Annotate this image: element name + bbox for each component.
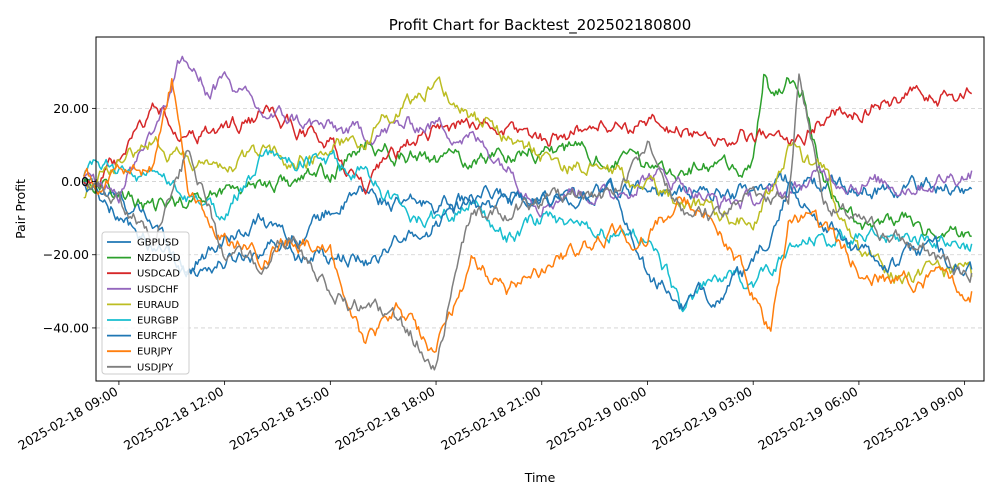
- legend-label-usdjpy: USDJPY: [137, 362, 174, 373]
- chart-title: Profit Chart for Backtest_202502180800: [389, 16, 692, 35]
- legend-box: [101, 231, 190, 375]
- series-line-usdchf: [83, 55, 973, 218]
- series-line-euraud: [83, 76, 973, 285]
- legend-label-usdcad: USDCAD: [137, 269, 180, 280]
- legend-label-eurjpy: EURJPY: [137, 347, 173, 358]
- series-line-eurjpy: [82, 77, 973, 353]
- y-tick-label: −20.00: [43, 247, 89, 262]
- plot-area-frame: [95, 36, 985, 382]
- series-line-eurgbp: [82, 148, 973, 313]
- series-lines: [82, 55, 973, 371]
- y-axis-title: Pair Profit: [13, 179, 28, 239]
- series-line-usdjpy: [83, 73, 973, 371]
- legend-label-gbpusd: GBPUSD: [137, 238, 179, 249]
- series-line-nzdusd: [83, 73, 972, 240]
- legend-label-eurchf: EURCHF: [137, 331, 178, 342]
- y-gridlines: [96, 107, 984, 329]
- x-axis-title: Time: [524, 470, 556, 485]
- y-tick-label: 0.00: [61, 174, 89, 189]
- y-tick-label: 20.00: [53, 101, 89, 116]
- legend-label-usdchf: USDCHF: [137, 284, 179, 295]
- legend: GBPUSD NZDUSD USDCAD USDCHF EURAUD EURGBP EURC…: [101, 231, 190, 375]
- legend-label-eurgbp: EURGBP: [137, 316, 178, 327]
- series-line-usdcad: [83, 84, 973, 195]
- legend-label-euraud: EURAUD: [137, 300, 179, 311]
- y-tick-label: −40.00: [43, 320, 89, 335]
- y-axis-ticks: 20.00 0.00 −20.00 −40.00: [43, 101, 96, 335]
- legend-label-nzdusd: NZDUSD: [137, 253, 181, 264]
